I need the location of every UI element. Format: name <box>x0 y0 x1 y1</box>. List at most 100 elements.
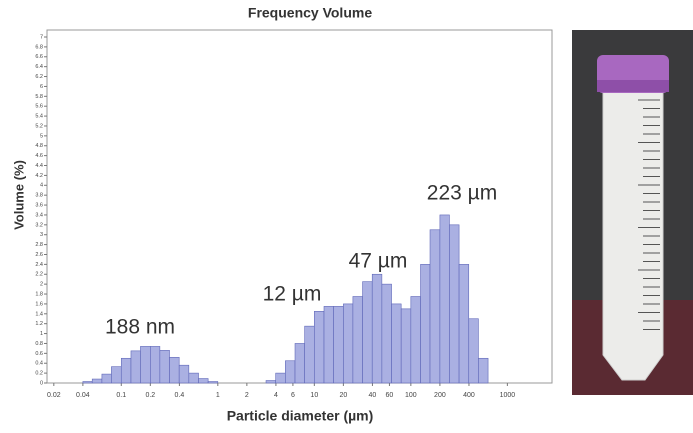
bar <box>458 264 470 384</box>
bar <box>120 357 132 384</box>
bar <box>449 224 460 384</box>
x-tick-label: 10 <box>310 392 318 399</box>
bar <box>429 229 441 384</box>
y-tick-label: 5.4 <box>35 114 43 120</box>
y-tick-label: 0.6 <box>35 351 43 357</box>
y-tick-label: 0.4 <box>35 361 43 367</box>
bar <box>468 318 479 384</box>
bar <box>400 308 412 384</box>
y-tick-label: 4.4 <box>35 163 43 169</box>
y-tick-label: 0.8 <box>35 341 43 347</box>
bar <box>333 306 344 384</box>
x-tick-label: 2 <box>245 392 249 399</box>
y-tick-label: 4 <box>40 183 43 189</box>
x-tick-label: 200 <box>434 392 446 399</box>
y-tick-label: 2.6 <box>35 252 43 258</box>
x-tick-label: 0.2 <box>145 392 155 399</box>
bar <box>439 214 450 384</box>
y-tick-label: 5 <box>40 133 43 139</box>
x-tick-label: 0.4 <box>175 392 185 399</box>
y-tick-label: 2.2 <box>35 272 43 278</box>
bar <box>478 357 489 384</box>
y-tick-label: 1.4 <box>35 311 43 317</box>
y-tick-label: 0.2 <box>35 371 43 377</box>
x-tick-label: 100 <box>405 392 417 399</box>
bar <box>169 356 180 384</box>
bar <box>352 296 363 384</box>
x-tick-label: 0.1 <box>116 392 126 399</box>
bar <box>101 373 112 384</box>
bar <box>285 360 296 384</box>
bar <box>391 303 402 384</box>
bar <box>275 372 286 384</box>
y-tick-label: 6.8 <box>35 44 43 50</box>
tube-scale <box>638 99 660 330</box>
tube-cap-rim <box>597 80 669 92</box>
x-tick-label: 6 <box>291 392 295 399</box>
y-tick-label: 1.8 <box>35 291 43 297</box>
y-tick-label: 1.2 <box>35 321 43 327</box>
bar <box>91 378 103 384</box>
bar <box>140 346 151 384</box>
bar <box>150 346 161 384</box>
bar <box>294 343 305 384</box>
x-tick-label: 60 <box>386 392 394 399</box>
y-tick-label: 6.6 <box>35 54 43 60</box>
y-tick-label: 6.2 <box>35 74 43 80</box>
bar <box>420 264 431 384</box>
x-axis-label: Particle diameter (µm) <box>227 408 374 424</box>
y-tick-label: 3.4 <box>35 212 43 218</box>
annotation: 47 µm <box>349 250 408 273</box>
y-tick-label: 4.8 <box>35 143 43 149</box>
x-tick-label: 1 <box>216 392 220 399</box>
bar <box>371 273 383 384</box>
y-tick-label: 7 <box>40 34 43 40</box>
y-tick-label: 3.8 <box>35 193 43 199</box>
bar <box>410 296 421 384</box>
y-tick-label: 5.6 <box>35 104 43 110</box>
bar <box>198 378 209 384</box>
bar <box>130 350 141 384</box>
x-tick-label: 0.04 <box>76 392 90 399</box>
bar <box>381 283 392 384</box>
x-tick-label: 4 <box>274 392 278 399</box>
y-tick-label: 3 <box>40 232 43 238</box>
x-tick-label: 400 <box>463 392 475 399</box>
x-tick-label: 0.02 <box>47 392 61 399</box>
annotation: 12 µm <box>263 283 322 306</box>
y-tick-label: 2 <box>40 282 43 288</box>
y-tick-label: 4.6 <box>35 153 43 159</box>
bar <box>188 372 199 384</box>
y-tick-label: 2.8 <box>35 242 43 248</box>
y-tick-label: 2.4 <box>35 262 43 268</box>
bar <box>304 325 315 384</box>
y-tick-label: 3.6 <box>35 203 43 209</box>
y-tick-label: 1.6 <box>35 301 43 307</box>
y-axis-label: Volume (%) <box>11 160 26 230</box>
annotation: 188 nm <box>105 316 175 339</box>
bar <box>265 380 277 384</box>
bar <box>207 381 219 384</box>
x-tick-label: 20 <box>339 392 347 399</box>
x-tick-label: 1000 <box>500 392 516 399</box>
bar <box>178 364 190 384</box>
bar <box>314 311 325 384</box>
bar <box>323 306 334 384</box>
y-tick-label: 3.2 <box>35 222 43 228</box>
y-tick-label: 6.4 <box>35 64 43 70</box>
annotation: 223 µm <box>427 182 497 205</box>
bar <box>111 366 122 384</box>
chart-title: Frequency Volume <box>248 5 372 21</box>
bar <box>343 303 354 384</box>
y-tick-label: 0 <box>40 380 43 386</box>
bar <box>159 350 170 384</box>
y-tick-label: 5.2 <box>35 123 43 129</box>
bar <box>362 281 373 384</box>
y-tick-label: 5.8 <box>35 94 43 100</box>
y-tick-label: 4.2 <box>35 173 43 179</box>
bar <box>82 381 93 384</box>
photo <box>572 30 693 395</box>
x-tick-label: 40 <box>369 392 377 399</box>
